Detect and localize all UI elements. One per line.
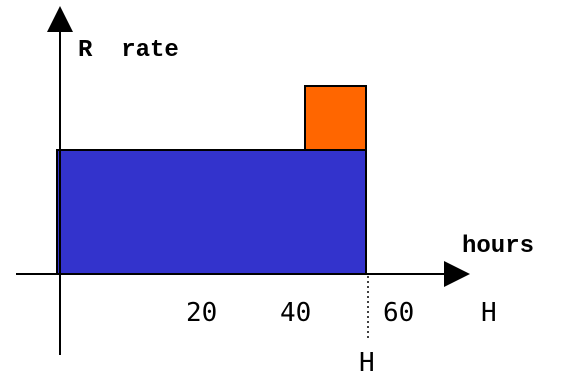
tick-label-20: 20 [186, 298, 217, 328]
base-pay-rectangle [56, 149, 367, 275]
tick-label-40: 40 [280, 298, 311, 328]
x-axis-arrowhead [444, 261, 470, 287]
overtime-pay-rectangle [304, 85, 367, 151]
y-axis-label: R rate [78, 37, 179, 64]
x-axis-label: hours [462, 233, 534, 260]
tick-label-60: 60 [383, 298, 414, 328]
h-label-right: H [481, 298, 497, 328]
h-marker-label: H [359, 348, 375, 378]
y-axis-arrowhead [47, 6, 73, 32]
